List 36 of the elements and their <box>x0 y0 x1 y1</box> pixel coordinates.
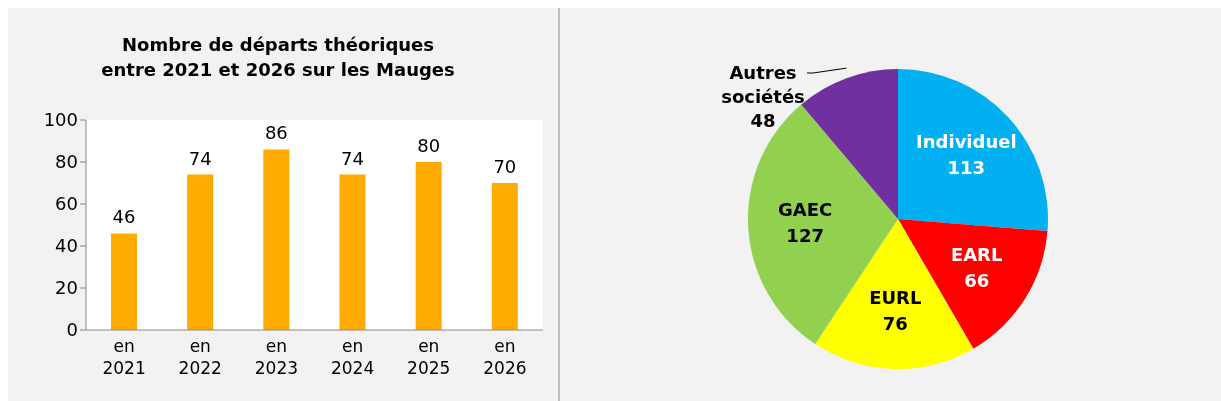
data-label: 76 <box>882 312 908 334</box>
x-tick-label: en 2022 <box>178 336 222 378</box>
data-label: 48 <box>750 110 776 131</box>
bar <box>415 162 442 330</box>
x-tick-label: en 2026 <box>483 336 527 378</box>
bar <box>339 174 366 330</box>
slice-label: Individuel <box>916 130 1017 152</box>
y-tick-label: 40 <box>55 235 78 257</box>
data-label: 113 <box>947 156 986 178</box>
slice-label: GAEC <box>778 199 833 221</box>
data-label: 66 <box>964 269 990 291</box>
y-tick-label: 0 <box>66 319 78 341</box>
chart-title: Nombre de départs théoriques entre 2021 et 2026 sur les Mauges <box>100 33 456 82</box>
slice-label: EARL <box>950 243 1003 265</box>
data-label: 80 <box>417 135 441 156</box>
bar <box>491 183 518 330</box>
y-tick-label: 80 <box>55 151 78 173</box>
data-label: 74 <box>341 147 364 169</box>
pie-slice <box>898 69 1048 232</box>
x-tick-label: en 2024 <box>330 336 375 378</box>
bar <box>187 174 214 330</box>
x-tick-label: en 2025 <box>407 336 451 378</box>
data-label: 74 <box>188 147 212 169</box>
data-label: 127 <box>786 225 824 247</box>
x-tick-label: en 2021 <box>102 336 146 378</box>
y-tick-label: 100 <box>43 109 78 131</box>
slice-label: Autres sociétés <box>721 62 805 107</box>
y-tick-label: 60 <box>55 193 78 215</box>
bar <box>111 233 137 330</box>
data-label: 70 <box>493 156 517 177</box>
data-label: 86 <box>264 122 288 144</box>
bar <box>263 149 290 330</box>
data-label: 46 <box>112 206 136 228</box>
y-tick-label: 20 <box>55 277 78 299</box>
x-tick-label: en 2023 <box>254 336 299 378</box>
slice-label: EURL <box>869 286 922 308</box>
